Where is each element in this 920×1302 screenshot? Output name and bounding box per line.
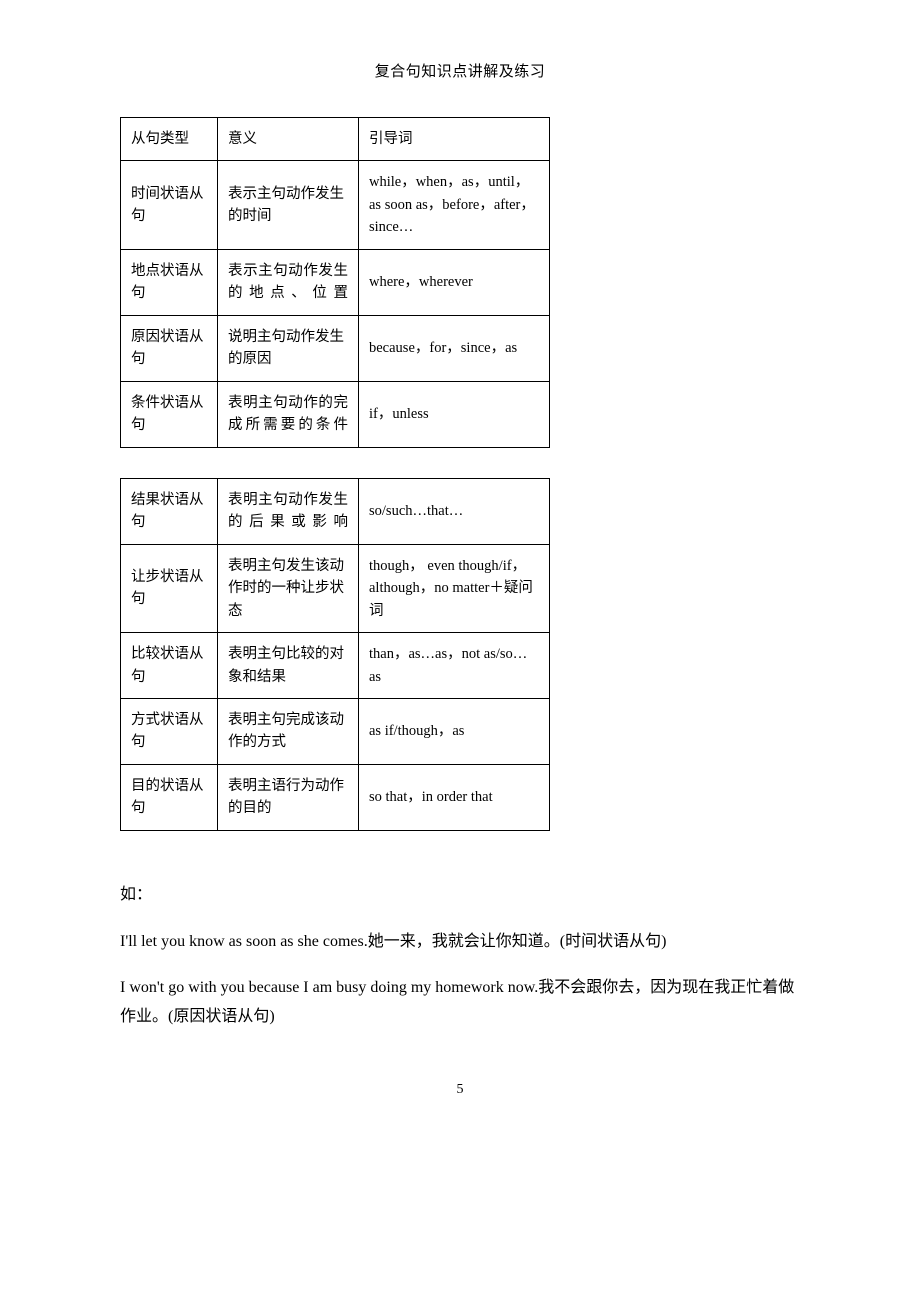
- cell-clause-type: 原因状语从句: [121, 315, 218, 381]
- cell-clause-type: 结果状语从句: [121, 478, 218, 544]
- table-row: 目的状语从句 表明主语行为动作的目的 so that，in order that: [121, 764, 550, 830]
- table-row: 比较状语从句 表明主句比较的对象和结果 than，as…as，not as/so…: [121, 633, 550, 699]
- cell-conjunctions: so/such…that…: [359, 478, 550, 544]
- table-row: 条件状语从句 表明主句动作的完成所需要的条件 if，unless: [121, 381, 550, 447]
- cell-conjunctions: as if/though，as: [359, 698, 550, 764]
- cell-meaning: 表明主语行为动作的目的: [218, 764, 359, 830]
- clause-table-2: 结果状语从句 表明主句动作发生的后果或影响 so/such…that… 让步状语…: [120, 478, 550, 831]
- page-title: 复合句知识点讲解及练习: [120, 60, 800, 81]
- cell-conjunctions: so that，in order that: [359, 764, 550, 830]
- cell-clause-type: 让步状语从句: [121, 544, 218, 632]
- table-row: 结果状语从句 表明主句动作发生的后果或影响 so/such…that…: [121, 478, 550, 544]
- cell-clause-type: 地点状语从句: [121, 249, 218, 315]
- paragraph-example-2: I won't go with you because I am busy do…: [120, 974, 800, 1032]
- cell-conjunctions: than，as…as，not as/so…as: [359, 633, 550, 699]
- cell-conjunctions: while，when，as，until，as soon as，before，af…: [359, 161, 550, 249]
- table-row: 时间状语从句 表示主句动作发生的时间 while，when，as，until，a…: [121, 161, 550, 249]
- cell-meaning: 表明主句发生该动作时的一种让步状态: [218, 544, 359, 632]
- cell-meaning: 表明主句动作的完成所需要的条件: [218, 381, 359, 447]
- paragraph-intro: 如：: [120, 881, 800, 910]
- table-row: 原因状语从句 说明主句动作发生的原因 because，for，since，as: [121, 315, 550, 381]
- table-header-row: 从句类型 意义 引导词: [121, 118, 550, 161]
- body-paragraphs: 如： I'll let you know as soon as she come…: [120, 881, 800, 1032]
- cell-meaning: 表明主句完成该动作的方式: [218, 698, 359, 764]
- header-clause-type: 从句类型: [121, 118, 218, 161]
- header-meaning: 意义: [218, 118, 359, 161]
- cell-meaning: 表示主句动作发生的时间: [218, 161, 359, 249]
- table-row: 让步状语从句 表明主句发生该动作时的一种让步状态 though， even th…: [121, 544, 550, 632]
- header-conjunctions: 引导词: [359, 118, 550, 161]
- clause-table-1: 从句类型 意义 引导词 时间状语从句 表示主句动作发生的时间 while，whe…: [120, 117, 550, 448]
- cell-conjunctions: if，unless: [359, 381, 550, 447]
- paragraph-example-1: I'll let you know as soon as she comes.她…: [120, 928, 800, 957]
- cell-conjunctions: where，wherever: [359, 249, 550, 315]
- cell-clause-type: 目的状语从句: [121, 764, 218, 830]
- page-number: 5: [120, 1082, 800, 1098]
- cell-clause-type: 方式状语从句: [121, 698, 218, 764]
- document-page: 复合句知识点讲解及练习 从句类型 意义 引导词 时间状语从句 表示主句动作发生的…: [0, 0, 920, 1158]
- cell-meaning: 说明主句动作发生的原因: [218, 315, 359, 381]
- cell-meaning: 表明主句动作发生的后果或影响: [218, 478, 359, 544]
- cell-clause-type: 条件状语从句: [121, 381, 218, 447]
- cell-meaning: 表示主句动作发生的地点、位置: [218, 249, 359, 315]
- cell-meaning: 表明主句比较的对象和结果: [218, 633, 359, 699]
- cell-conjunctions: though， even though/if，although，no matte…: [359, 544, 550, 632]
- table-row: 方式状语从句 表明主句完成该动作的方式 as if/though，as: [121, 698, 550, 764]
- table-row: 地点状语从句 表示主句动作发生的地点、位置 where，wherever: [121, 249, 550, 315]
- cell-conjunctions: because，for，since，as: [359, 315, 550, 381]
- cell-clause-type: 比较状语从句: [121, 633, 218, 699]
- cell-clause-type: 时间状语从句: [121, 161, 218, 249]
